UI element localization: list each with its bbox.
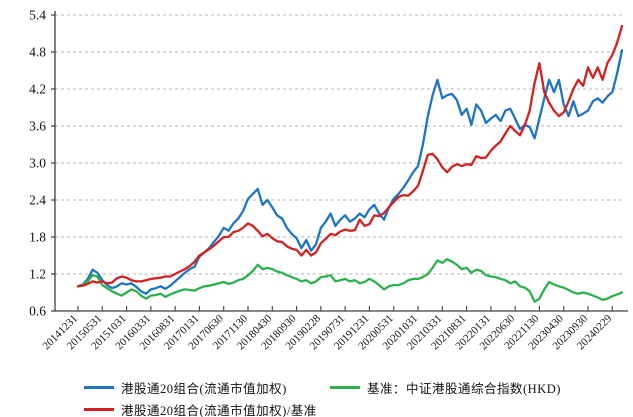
y-axis-tick-label: 0.6	[29, 304, 46, 319]
legend-label-ratio: 港股通20组合(流通市值加权)/基准	[121, 404, 317, 417]
legend-item-ratio: 港股通20组合(流通市值加权)/基准	[84, 400, 317, 417]
legend-line-blue	[84, 386, 114, 389]
y-axis-tick-label: 3.6	[29, 119, 46, 134]
y-axis-tick-label: 2.4	[29, 193, 46, 208]
legend-label-portfolio: 港股通20组合(流通市值加权)	[121, 382, 287, 396]
series-line-0	[76, 49, 624, 295]
y-axis-tick-label: 1.2	[29, 267, 46, 282]
legend-label-benchmark: 基准：中证港股通综合指数(HKD)	[367, 382, 561, 396]
y-axis-tick-label: 1.8	[29, 230, 46, 245]
series-line-2	[76, 24, 624, 288]
y-axis-tick-label: 5.4	[29, 8, 46, 23]
legend-item-benchmark: 基准：中证港股通综合指数(HKD)	[330, 378, 561, 397]
legend-line-red	[84, 408, 114, 411]
series-line-1	[76, 258, 624, 303]
y-axis-tick-label: 4.2	[29, 82, 46, 97]
legend-item-portfolio: 港股通20组合(流通市值加权)	[84, 378, 287, 397]
legend-line-green	[330, 386, 360, 389]
y-axis-tick-label: 3.0	[29, 156, 46, 171]
y-axis-tick-label: 4.8	[29, 45, 46, 60]
